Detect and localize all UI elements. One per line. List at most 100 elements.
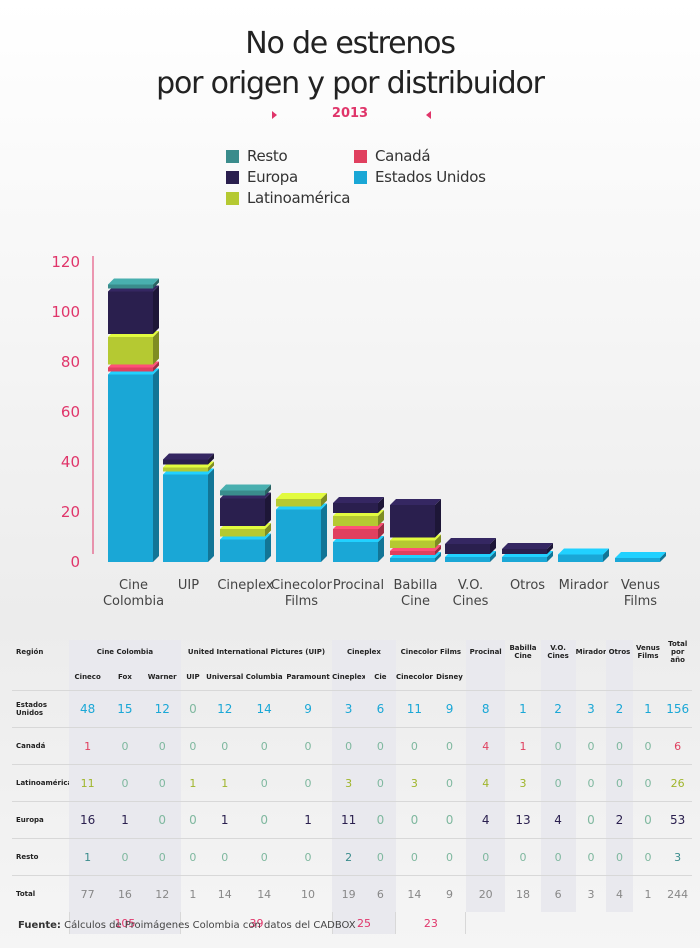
table-cell: 0 — [260, 813, 268, 827]
table-cell: 0 — [540, 727, 576, 765]
table-cell: 0 — [143, 764, 181, 802]
table-cell: 1 — [644, 887, 652, 901]
table-cell: 0 — [644, 813, 652, 827]
table-cell: 0 — [365, 838, 396, 876]
table-cell: 20 — [465, 875, 506, 912]
bar-side-europa — [378, 497, 384, 513]
table-cell: 1 — [189, 776, 197, 790]
table-row: Latinoamérica 11 0 0 1 1 0 0 3 0 3 0 4 3 0 0 0 0 26 — [12, 764, 692, 802]
table-sub-header: Disney — [436, 673, 463, 681]
x-category-label: Cine — [401, 594, 430, 609]
x-category-label: Cineplex — [217, 578, 274, 593]
table-row-label: Canadá — [16, 742, 46, 750]
table-cell: 0 — [465, 838, 506, 876]
table-cell: 3 — [332, 764, 366, 802]
table-cell: 3 — [410, 776, 418, 790]
table-cell: 1 — [519, 702, 527, 716]
table-cell: 1 — [644, 702, 652, 716]
x-category-label: Mirador — [559, 578, 609, 593]
table-cell: 244 — [667, 887, 689, 901]
bar-side-canad- — [378, 523, 384, 539]
legend-swatch-canada — [354, 149, 367, 163]
bar-segment-latinoam-rica — [333, 516, 378, 526]
table-sub-header: Fox — [106, 664, 144, 691]
table-cell: 0 — [189, 702, 197, 716]
legend-swatch-latinoamerica — [226, 191, 239, 205]
bar-segment-canad- — [108, 367, 153, 372]
x-category-label: Cine — [119, 578, 148, 593]
table-cell: 6 — [365, 690, 396, 728]
table-sub-header — [663, 664, 692, 691]
x-category-label: Otros — [510, 578, 545, 593]
table-row: Europa 16 1 0 0 1 0 1 11 0 0 0 4 13 4 0 2 0 53 — [12, 801, 692, 839]
legend-swatch-europa — [226, 170, 239, 184]
bar-side-resto — [153, 278, 159, 289]
source-label: Fuente: — [18, 920, 61, 931]
table-group-header: Mirador — [575, 648, 607, 656]
table-group-header: Babilla Cine — [509, 644, 537, 660]
bar-side-latinoam-rica — [153, 331, 159, 365]
table-cell: 11 — [69, 764, 107, 802]
bar-side-estados-unidos — [378, 536, 384, 562]
bar-side-europa — [153, 285, 159, 334]
bar-side-latinoam-rica — [265, 523, 271, 537]
table-cell: 11 — [332, 801, 366, 839]
data-table: Región Cine Colombia United International … — [12, 640, 692, 934]
bar-top-estados-unidos — [558, 548, 609, 555]
bar-segment-resto — [220, 490, 265, 496]
y-tick-label: 80 — [61, 353, 80, 371]
table-group-header: Cineplex — [332, 640, 396, 664]
table-subtotal: 39 — [180, 912, 333, 934]
table-cell: 156 — [666, 702, 690, 716]
bar-side-estados-unidos — [321, 503, 327, 562]
bar-segment-estados-unidos — [276, 509, 321, 562]
year-right-marker — [426, 111, 431, 119]
table-cell: 3 — [674, 850, 682, 864]
bar-side-estados-unidos — [603, 548, 609, 562]
bar-side-europa — [490, 538, 496, 554]
bar-top-europa — [333, 497, 384, 503]
table-cell: 0 — [410, 813, 419, 827]
bar-segment-canad- — [390, 551, 435, 555]
bar-segment-canad- — [333, 529, 378, 539]
table-cell: 0 — [221, 850, 229, 864]
y-tick-label: 120 — [51, 253, 80, 271]
table-group-header: United International Pictures (UIP) — [187, 648, 326, 656]
bar-top-europa — [390, 499, 441, 505]
table-subtotal-empty — [466, 912, 692, 934]
table-sub-header — [465, 664, 506, 691]
table-cell: 18 — [515, 887, 530, 901]
table-cell: 9 — [304, 702, 312, 716]
table-cell: 9 — [445, 702, 454, 716]
legend-swatch-estados-unidos — [354, 170, 367, 184]
bar-top-latinoam-rica — [276, 493, 327, 499]
table-cell: 1 — [221, 776, 229, 790]
table-cell: 4 — [540, 801, 576, 839]
table-row-label: Estados Unidos — [16, 701, 48, 717]
bar-segment-europa — [333, 503, 378, 513]
table-cell: 0 — [365, 727, 396, 765]
bar-side-latinoam-rica — [378, 510, 384, 526]
table-cell: 0 — [304, 850, 312, 864]
table-cell: 19 — [332, 875, 366, 912]
table-cell: 16 — [69, 801, 107, 839]
table-cell: 0 — [606, 838, 633, 876]
x-category-label: UIP — [178, 578, 199, 593]
legend-label-europa: Europa — [247, 168, 298, 186]
table-sub-header — [633, 664, 664, 691]
bar-segment-europa — [502, 549, 547, 554]
bar-top-europa — [502, 543, 553, 549]
x-category-label: Films — [624, 594, 657, 609]
table-cell: 1 — [69, 727, 107, 765]
table-cell: 0 — [445, 813, 454, 827]
bar-side-canad- — [153, 361, 159, 372]
bar-side-europa — [208, 453, 214, 465]
x-category-label: Cinecolor — [271, 578, 333, 593]
table-cell: 0 — [644, 850, 652, 864]
table-cell: 0 — [540, 838, 576, 876]
bar-top-estados-unidos — [615, 552, 666, 558]
table-row-label: Resto — [16, 853, 39, 861]
table-cell: 0 — [365, 764, 396, 802]
table-group-header: Otros — [606, 640, 633, 664]
